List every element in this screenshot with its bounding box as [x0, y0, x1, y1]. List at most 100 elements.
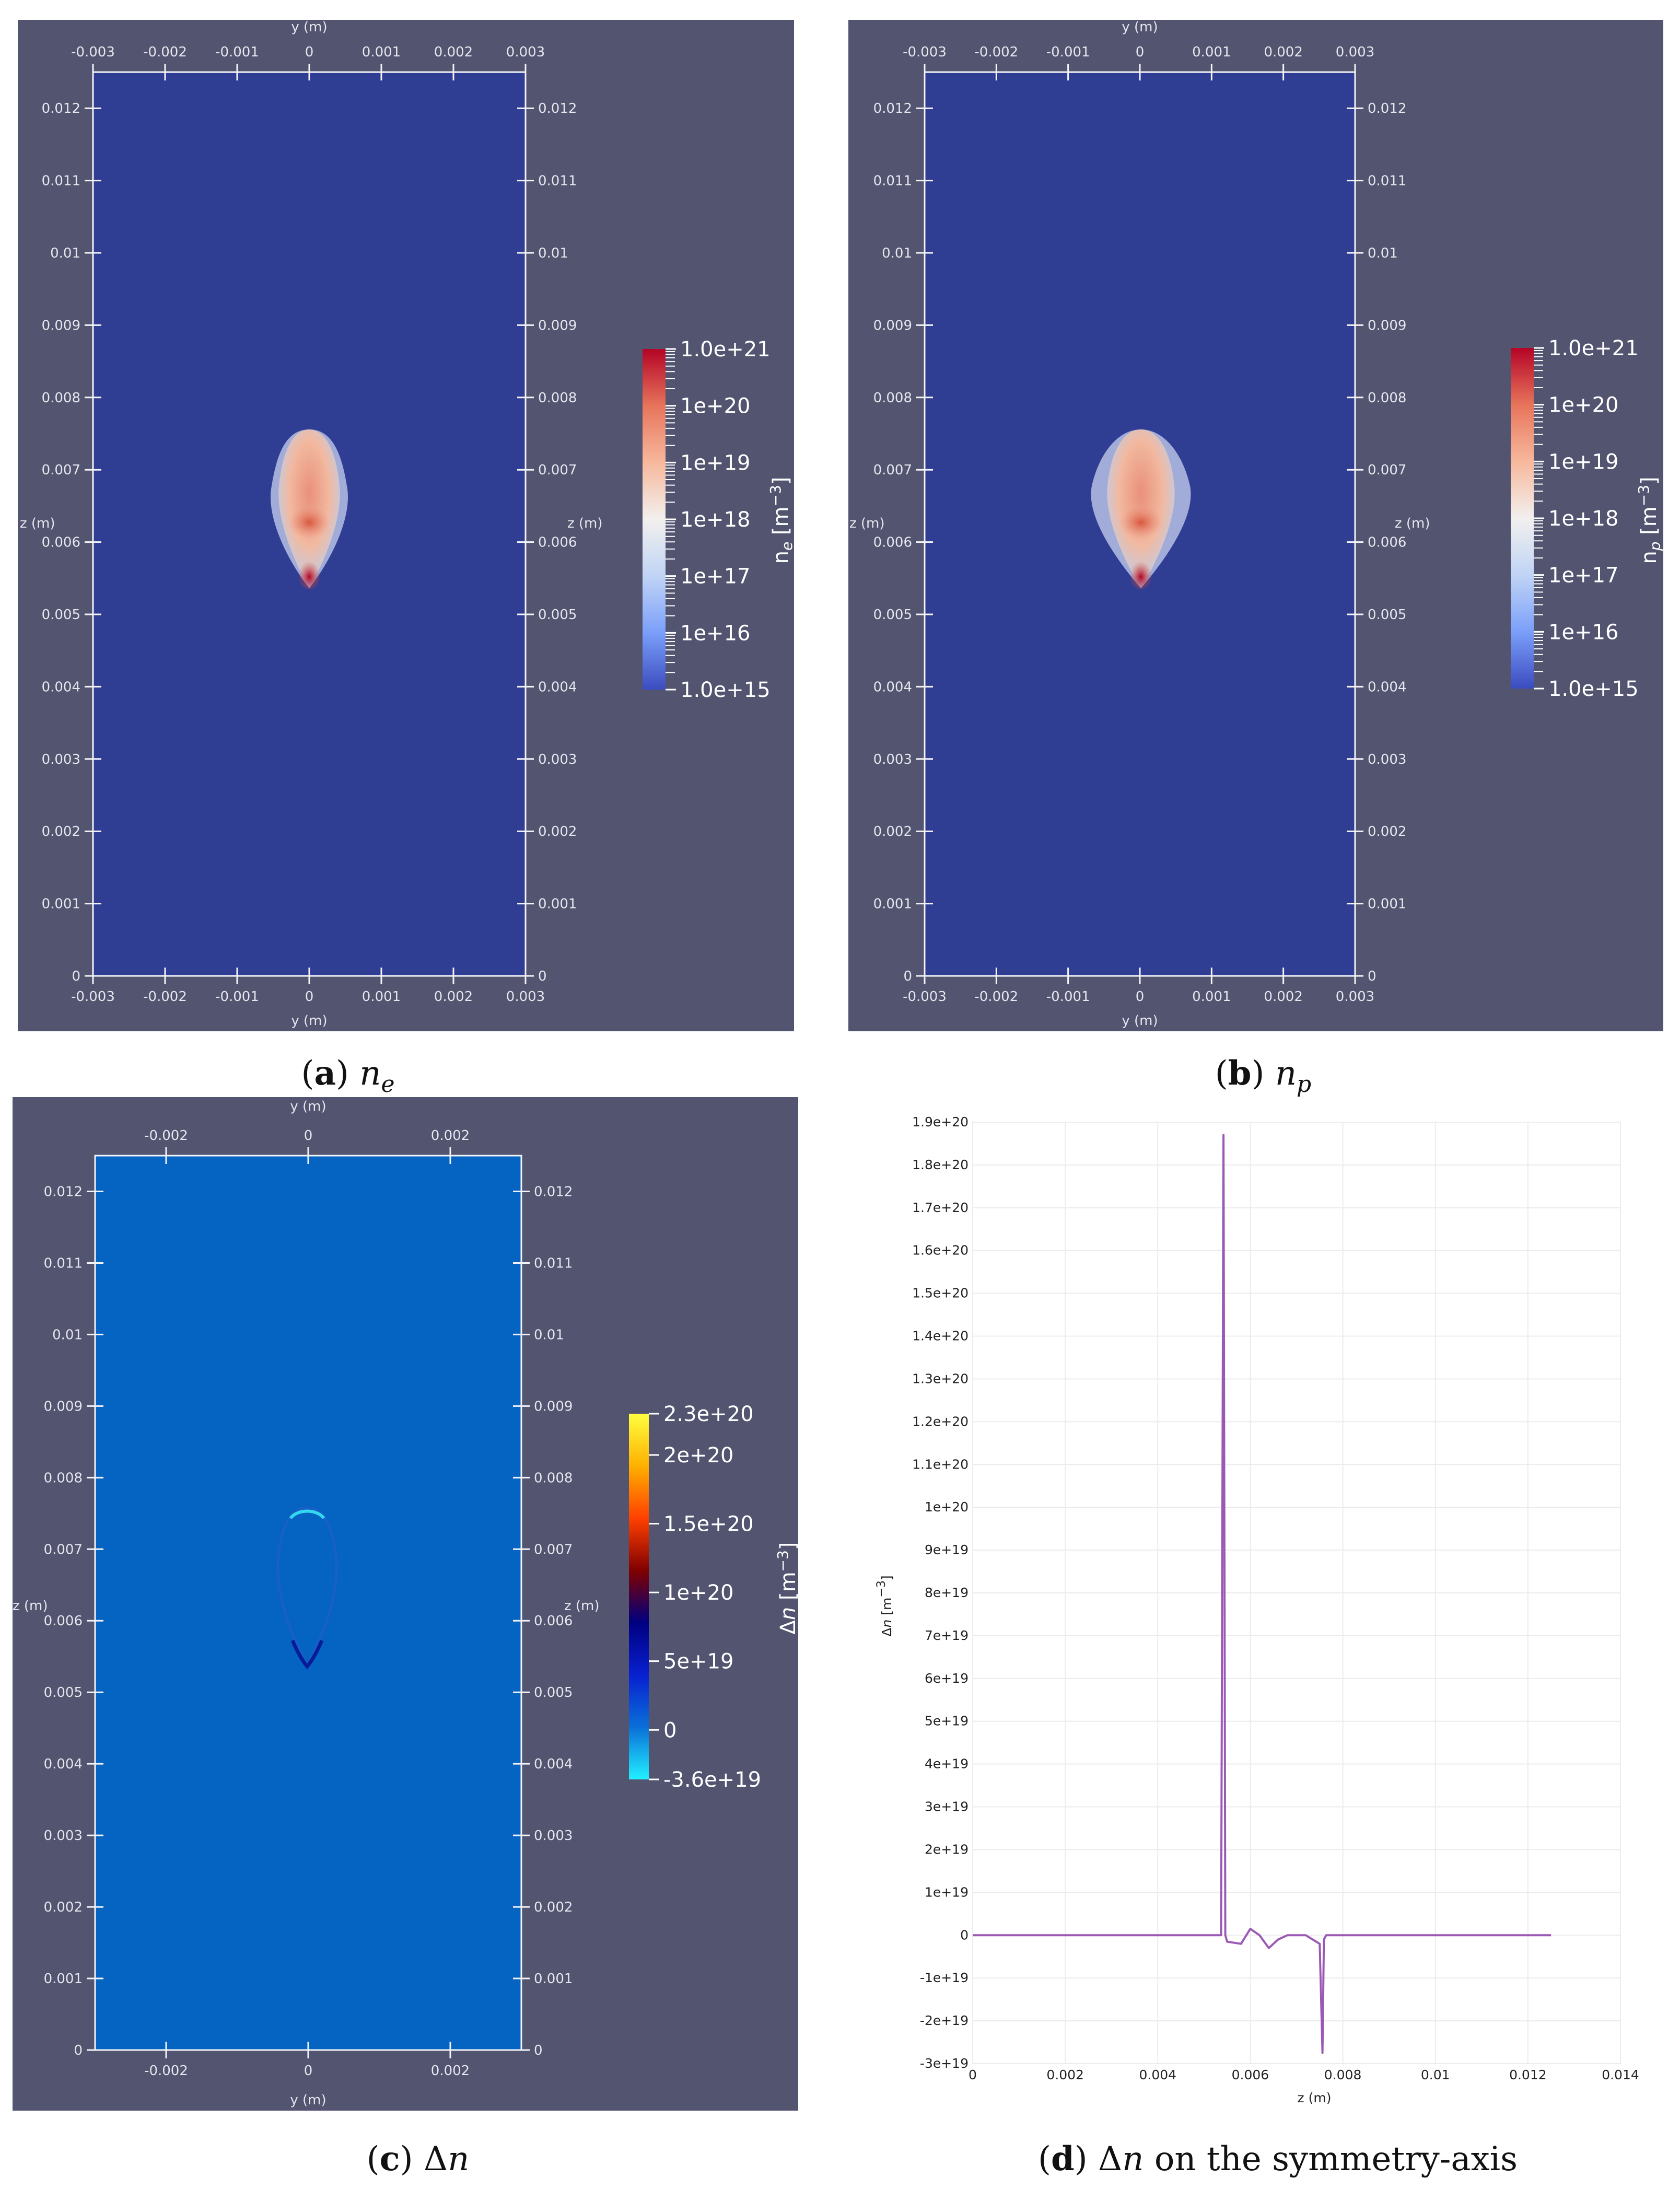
- tick-label-left: 0.011: [42, 173, 80, 189]
- y-tick-label: -2e+19: [920, 2013, 969, 2028]
- tick-label-right: 0.001: [534, 1971, 573, 1987]
- tick-label-left: 0.003: [44, 1828, 83, 1844]
- tick-label-right: 0.002: [1368, 824, 1406, 840]
- colorbar-label: 1e+17: [680, 565, 750, 589]
- tick-label-right: 0.005: [538, 607, 577, 623]
- tick-label-bottom: 0.001: [1192, 989, 1231, 1005]
- tick-label-bottom: -0.003: [71, 989, 115, 1005]
- tick-label-bottom: -0.003: [903, 989, 947, 1005]
- tick-label-top: 0.003: [1336, 44, 1374, 60]
- tick-label-top: 0: [304, 1128, 313, 1144]
- tick-label-left: 0.008: [42, 390, 80, 406]
- colorbar-label: 1e+18: [1548, 507, 1618, 531]
- tick-label-right: 0.011: [534, 1255, 573, 1271]
- panel-c-left-axis-title: z (m): [13, 1598, 48, 1614]
- tick-label-right: 0.012: [534, 1184, 573, 1200]
- tick-label-left: 0.005: [44, 1685, 83, 1701]
- tick-label-left: 0.012: [873, 101, 912, 117]
- tick-label-left: 0: [74, 2043, 83, 2058]
- tick-label-right: 0.01: [1368, 246, 1398, 261]
- tick-label-left: 0.011: [44, 1255, 83, 1271]
- tick-label-left: 0.004: [873, 679, 912, 695]
- y-tick-label: 1.9e+20: [912, 1114, 969, 1130]
- tick-label-right: 0.006: [1368, 535, 1406, 551]
- y-tick-label: 1.8e+20: [912, 1157, 969, 1172]
- colorbar-label: 1.0e+21: [680, 337, 771, 362]
- tick-label-right: 0.002: [538, 824, 577, 840]
- tick-label-top: 0.001: [362, 44, 401, 60]
- tick-label-right: 0.012: [538, 101, 577, 117]
- x-tick-label: 0.01: [1421, 2067, 1450, 2082]
- tick-label-bottom: 0.001: [362, 989, 401, 1005]
- tick-label-right: 0.007: [538, 462, 577, 478]
- panel-c-difference-front: [276, 1506, 338, 1670]
- panel-d: 0 0.002 0.004 0.006 0.008 0.01 0.012 0.014 1.9e+…: [875, 1102, 1639, 2111]
- panel-d-y-axis-label: Δn [m−3]: [875, 1575, 894, 1636]
- tick-label-left: 0.004: [44, 1756, 83, 1772]
- tick-label-bottom: 0: [305, 989, 314, 1005]
- colorbar-ramp: [629, 1414, 649, 1779]
- tick-label-right: 0.006: [534, 1613, 573, 1629]
- tick-label-left: 0.007: [44, 1542, 83, 1557]
- tick-label-right: 0.012: [1368, 101, 1406, 117]
- tick-label-right: 0.001: [1368, 896, 1406, 912]
- tick-label-left: 0.01: [50, 246, 80, 261]
- tick-label-top: -0.001: [215, 44, 259, 60]
- tick-label-right: 0.006: [538, 535, 577, 551]
- y-tick-label: 9e+19: [925, 1542, 969, 1557]
- tick-label-left: 0.01: [52, 1327, 83, 1343]
- tick-label-left: 0.002: [44, 1900, 83, 1915]
- panel-b-top-axis-title: y (m): [1122, 19, 1158, 35]
- tick-label-right: 0.008: [1368, 390, 1406, 406]
- colorbar-label: 1e+16: [1548, 620, 1618, 644]
- tick-label-right: 0.003: [534, 1828, 573, 1844]
- y-tick-label: 7e+19: [925, 1628, 969, 1643]
- panel-b: -0.003 -0.003 -0.002 -0.002 -0.001 -0.001 0 0 0.…: [848, 19, 1664, 1031]
- panel-a-axes: -0.003 -0.003 -0.002 -0.002 -0.001 -0.001 0 0 0.…: [42, 44, 577, 1005]
- panel-c-colorbar-title: Δn [m−3]: [774, 1542, 800, 1635]
- tick-label-bottom: -0.002: [144, 2063, 188, 2079]
- tick-label-left: 0.006: [44, 1613, 83, 1629]
- tick-label-left: 0.012: [42, 101, 80, 117]
- panel-c-axes: -0.002 -0.002 0 0 0.002 0.002 0 0 0.001 0.001 0.00…: [44, 1128, 573, 2079]
- colorbar-label: 2e+20: [663, 1443, 733, 1468]
- tick-label-bottom: 0.003: [506, 989, 545, 1005]
- tick-label-bottom: 0.002: [1264, 989, 1302, 1005]
- colorbar-label: 1e+20: [663, 1581, 733, 1605]
- tick-label-bottom: 0.002: [431, 2063, 470, 2079]
- tick-label-right: 0.001: [538, 896, 577, 912]
- panel-b-bottom-axis-title: y (m): [1122, 1013, 1158, 1029]
- tick-label-bottom: -0.002: [143, 989, 187, 1005]
- colorbar-label: 2.3e+20: [663, 1402, 754, 1426]
- tick-label-top: 0: [1136, 44, 1145, 60]
- x-tick-label: 0.004: [1139, 2067, 1176, 2082]
- caption-b: (b) np: [1215, 1054, 1311, 1098]
- y-tick-label: 0: [960, 1927, 969, 1942]
- caption-a: (a) ne: [301, 1054, 394, 1098]
- y-tick-label: 2e+19: [925, 1842, 969, 1857]
- y-tick-label: 1.1e+20: [912, 1457, 969, 1472]
- tick-label-left: 0.009: [44, 1399, 83, 1414]
- tick-label-top: 0.002: [1264, 44, 1302, 60]
- tick-label-left: 0: [72, 969, 80, 984]
- panel-b-axes: -0.003 -0.003 -0.002 -0.002 -0.001 -0.001 0 0 0.…: [873, 44, 1407, 1005]
- tick-label-right: 0.005: [534, 1685, 573, 1701]
- tick-label-top: -0.003: [903, 44, 947, 60]
- tick-label-left: 0.008: [873, 390, 912, 406]
- y-tick-label: 8e+19: [925, 1585, 969, 1600]
- panel-b-colorbar: 1.0e+21 1e+20 1e+19 1e+18 1e+17 1e+16 1.0e+15: [1511, 336, 1639, 701]
- tick-label-top: -0.002: [144, 1128, 188, 1144]
- tick-label-right: 0.005: [1368, 607, 1406, 623]
- tick-label-right: 0.009: [534, 1399, 573, 1414]
- panel-a-left-axis-title: z (m): [20, 516, 55, 531]
- y-tick-label: 1.3e+20: [912, 1371, 969, 1386]
- panel-c-top-axis-title: y (m): [290, 1099, 326, 1114]
- panel-d-x-axis-label: z (m): [1298, 2090, 1332, 2105]
- tick-label-left: 0.009: [873, 318, 912, 333]
- caption-c: (c) Δn: [367, 2139, 470, 2179]
- colorbar-label: 1e+17: [1548, 564, 1618, 588]
- panel-b-left-axis-title: z (m): [849, 516, 885, 531]
- tick-label-bottom: -0.001: [1046, 989, 1090, 1005]
- y-tick-label: 3e+19: [925, 1799, 969, 1814]
